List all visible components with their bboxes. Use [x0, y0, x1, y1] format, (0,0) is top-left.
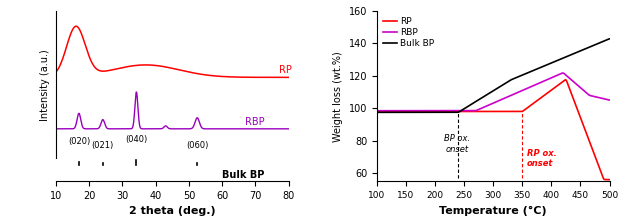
Text: (020): (020) [68, 137, 90, 146]
Text: RBP: RBP [246, 117, 265, 127]
X-axis label: 2 theta (deg.): 2 theta (deg.) [129, 206, 216, 217]
Text: RP: RP [279, 65, 292, 76]
Text: (021): (021) [91, 141, 114, 150]
Y-axis label: Intensity (a.u.): Intensity (a.u.) [40, 49, 50, 121]
Text: (040): (040) [125, 135, 147, 144]
Y-axis label: Weight loss (wt.%): Weight loss (wt.%) [333, 51, 343, 141]
Text: Bulk BP: Bulk BP [222, 170, 264, 179]
X-axis label: Temperature (°C): Temperature (°C) [440, 206, 547, 215]
Legend: RP, RBP, Bulk BP: RP, RBP, Bulk BP [381, 15, 437, 50]
Text: RP ox.
onset: RP ox. onset [527, 149, 557, 168]
Text: BP ox.
onset: BP ox. onset [444, 134, 470, 154]
Text: (060): (060) [186, 141, 208, 150]
